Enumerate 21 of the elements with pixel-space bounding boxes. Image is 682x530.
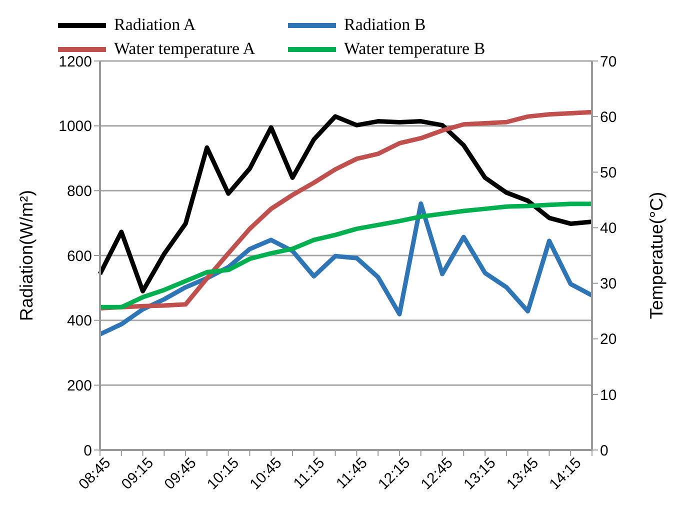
y2-tick-label: 50 — [600, 164, 617, 182]
y-tick-label: 1000 — [58, 118, 92, 136]
y-tick-label: 400 — [66, 312, 92, 330]
y2-tick-label: 70 — [600, 53, 617, 70]
y2-tick-label: 0 — [600, 442, 608, 460]
y-axis-title: Radiation(W/m²) — [16, 190, 36, 322]
y2-tick-label: 40 — [600, 220, 617, 238]
legend-label: Water temperature A — [114, 39, 256, 59]
legend-label: Radiation A — [114, 15, 196, 35]
y-tick-label: 0 — [84, 442, 92, 460]
legend-label: Water temperature B — [344, 39, 486, 59]
y2-tick-label: 10 — [600, 386, 617, 404]
y-tick-label: 200 — [66, 377, 92, 394]
y-tick-label: 600 — [66, 248, 92, 265]
y-tick-label: 1200 — [58, 53, 92, 70]
y2-tick-label: 20 — [600, 331, 617, 348]
legend-label: Radiation B — [344, 15, 426, 35]
y2-tick-label: 60 — [600, 108, 617, 126]
y-tick-label: 800 — [66, 182, 92, 200]
y2-axis-title: Temperatue(°C) — [646, 192, 666, 320]
y2-tick-label: 30 — [600, 276, 617, 293]
